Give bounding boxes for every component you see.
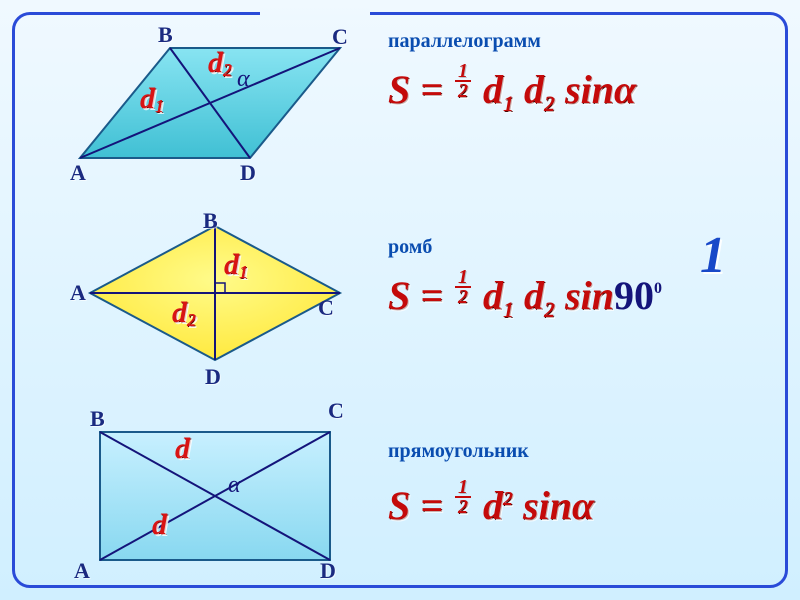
para-d2-label: d2 [208, 46, 232, 81]
parallelogram-formula: S = 12 d1 d2 sinα [388, 62, 636, 117]
rectangle-diagram [80, 410, 360, 580]
rhom-vertex-a: A [70, 280, 86, 306]
para-vertex-a: A [70, 160, 86, 186]
rhombus-title: ромб [388, 236, 432, 259]
para-vertex-d: D [240, 160, 256, 186]
rhom-vertex-b: B [203, 208, 218, 234]
rect-vertex-d: D [320, 558, 336, 584]
rect-vertex-b: B [90, 406, 105, 432]
big-one: 1 [700, 226, 726, 285]
rectangle-formula: S = 12 d2 sinα [388, 478, 594, 529]
para-vertex-b: B [158, 22, 173, 48]
rect-d1-label: d [175, 432, 190, 466]
para-alpha: α [237, 66, 250, 93]
rect-vertex-a: A [74, 558, 90, 584]
parallelogram-title: параллелограмм [388, 30, 541, 53]
rect-d2-label: d [152, 508, 167, 542]
rectangle-svg [80, 410, 360, 580]
rect-vertex-c: C [328, 398, 344, 424]
para-d1-label: d1 [140, 82, 164, 117]
content-layer: A B C D d1 d2 α параллелограмм S = 12 d1… [0, 0, 800, 600]
rhombus-formula: S = 12 d1 d2 sin900 [388, 268, 662, 323]
rhom-vertex-c: C [318, 295, 334, 321]
rect-alpha: α [228, 472, 241, 499]
rhom-d1-label: d1 [224, 248, 248, 283]
rectangle-title: прямоугольник [388, 440, 529, 463]
rhom-vertex-d: D [205, 364, 221, 390]
para-vertex-c: C [332, 24, 348, 50]
rhom-d2-label: d2 [172, 296, 196, 331]
